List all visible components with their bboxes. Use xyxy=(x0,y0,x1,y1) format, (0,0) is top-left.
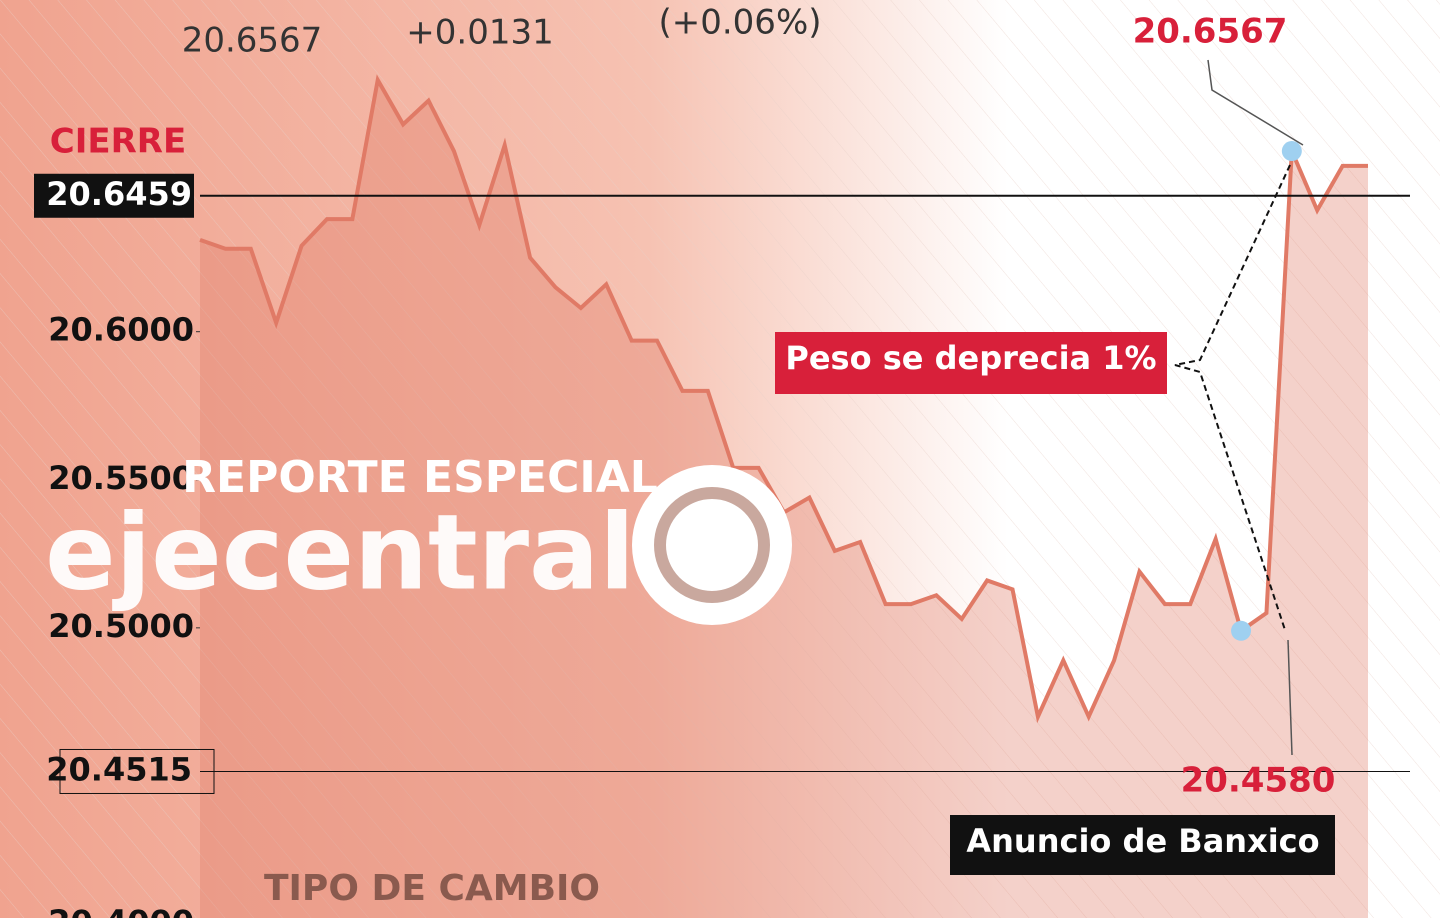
watermark-logo-ring xyxy=(654,487,770,603)
y-tick-label: 20.5500 xyxy=(48,459,194,497)
note-box xyxy=(775,332,1167,394)
reference-label: 20.6459 xyxy=(46,175,192,213)
leader-note xyxy=(1174,164,1291,631)
event: Anuncio de Banxico xyxy=(966,822,1319,860)
event-box xyxy=(950,815,1335,875)
y-tick-label: 20.5000 xyxy=(48,607,194,645)
y-tick-label: 20.4000 xyxy=(48,903,194,918)
leader-high xyxy=(1207,59,1304,146)
chart-title: TIPO DE CAMBIO xyxy=(264,868,600,909)
low-label: 20.4580 xyxy=(1181,761,1336,801)
area xyxy=(200,79,1368,918)
header-change-pct: (+0.06%) xyxy=(658,3,821,43)
header-price: 20.6567 xyxy=(182,21,323,61)
reference-box xyxy=(34,173,194,218)
point-marker xyxy=(1231,620,1252,641)
point-marker xyxy=(1281,141,1302,162)
y-tick-label: 20.6000 xyxy=(48,311,194,349)
note: Peso se deprecia 1% xyxy=(785,339,1156,377)
watermark-brand: ejecentral xyxy=(45,491,635,613)
close-label: CIERRE xyxy=(50,122,186,162)
header-change: +0.0131 xyxy=(406,13,553,53)
reference-box xyxy=(59,748,215,794)
high-label: 20.6567 xyxy=(1133,12,1288,52)
reference-label: 20.4515 xyxy=(46,750,192,788)
leader-low xyxy=(1287,639,1293,756)
watermark-kicker: REPORTE ESPECIAL xyxy=(182,452,658,503)
